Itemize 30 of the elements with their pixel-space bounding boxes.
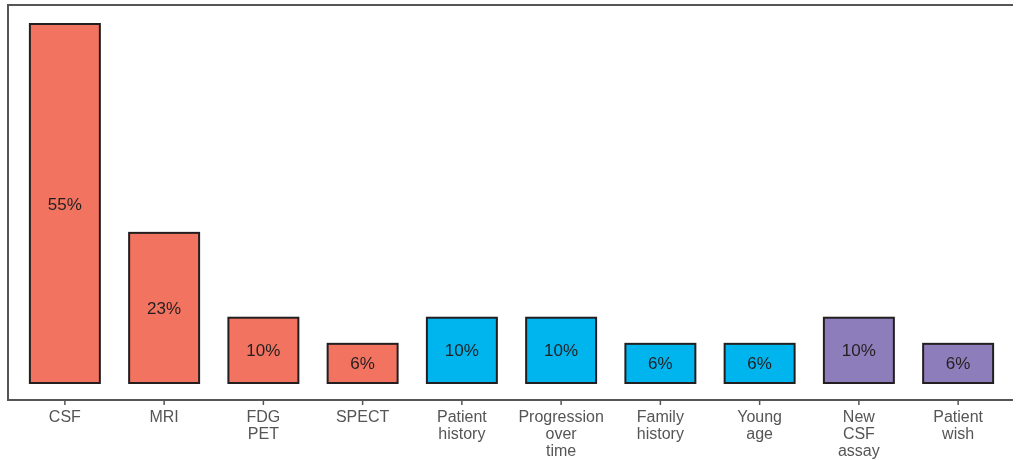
x-tick-label: Young age	[737, 408, 783, 442]
data-label: 6%	[350, 354, 375, 374]
bar	[822, 316, 895, 384]
data-label: 10%	[544, 341, 579, 361]
bar	[326, 342, 399, 384]
data-label: 6%	[648, 354, 673, 374]
bar	[624, 342, 697, 384]
bar	[425, 316, 498, 384]
data-label: 55%	[47, 194, 82, 214]
bar	[28, 23, 101, 384]
x-tick-label: SPECT	[335, 408, 390, 425]
data-label: 10%	[444, 341, 479, 361]
data-label: 10%	[841, 341, 876, 361]
x-tick-label: Patient wish	[933, 408, 984, 442]
x-tick-label: MRI	[149, 408, 179, 425]
x-tick-label: Progression over time	[518, 408, 604, 459]
data-label: 10%	[246, 341, 281, 361]
x-tick-label: FDG PET	[246, 408, 281, 442]
x-tick-label: New CSF assay	[837, 408, 880, 459]
bar	[227, 316, 300, 384]
data-label: 23%	[147, 298, 182, 318]
data-label: 6%	[945, 354, 971, 374]
bar	[525, 316, 598, 384]
data-label: 6%	[747, 354, 772, 374]
bar	[128, 231, 201, 384]
x-tick-label: CSF	[48, 408, 82, 425]
x-tick-label: Patient history	[436, 408, 488, 442]
bar	[723, 342, 796, 384]
bar	[922, 342, 995, 384]
x-tick-label: Family history	[636, 408, 684, 442]
